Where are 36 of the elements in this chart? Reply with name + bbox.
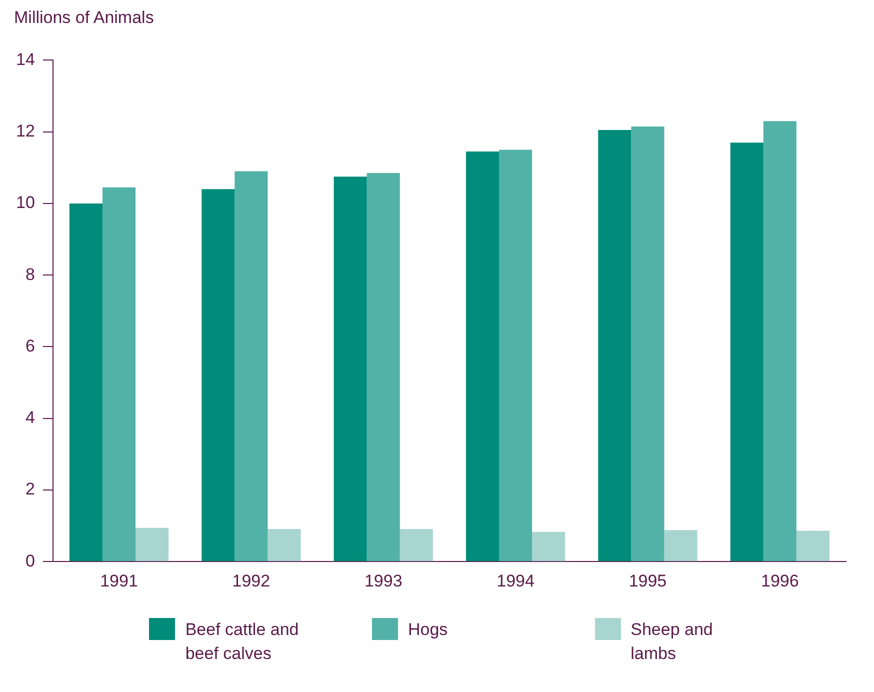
bar — [532, 532, 566, 562]
bar — [102, 187, 136, 562]
bar — [202, 189, 235, 562]
y-tick-label: 10 — [16, 193, 35, 212]
y-tick-label: 4 — [25, 408, 35, 428]
legend-label: Sheep and lambs — [630, 619, 714, 665]
x-tick-label: 1991 — [100, 571, 138, 590]
y-tick-label: 14 — [16, 50, 35, 69]
legend-label: Beef cattle and beef calves — [185, 619, 300, 665]
x-tick-label: 1994 — [496, 571, 534, 590]
x-tick-label: 1996 — [760, 571, 799, 590]
bar — [234, 171, 268, 562]
bar — [631, 126, 664, 562]
x-tick-label: 1995 — [628, 571, 667, 590]
bar — [136, 528, 169, 562]
bar — [268, 529, 301, 562]
x-tick-label: 1992 — [232, 571, 270, 590]
bar — [334, 176, 367, 562]
bar — [366, 173, 400, 562]
bar — [466, 152, 500, 562]
y-tick-label: 6 — [25, 336, 35, 356]
y-tick-label: 2 — [25, 480, 35, 499]
bar — [763, 121, 796, 562]
bar — [730, 142, 764, 562]
bar — [796, 530, 830, 562]
y-tick-label: 8 — [25, 264, 35, 284]
bar — [598, 130, 632, 562]
y-axis-title: Millions of Animals — [14, 8, 155, 28]
x-tick-label: 1993 — [364, 571, 402, 590]
legend-label: Hogs — [408, 619, 448, 641]
bar — [499, 150, 532, 562]
y-tick-label: 0 — [25, 551, 35, 570]
bar — [400, 529, 433, 562]
bar — [664, 530, 698, 562]
bar — [69, 203, 102, 562]
y-tick-label: 12 — [16, 122, 35, 141]
